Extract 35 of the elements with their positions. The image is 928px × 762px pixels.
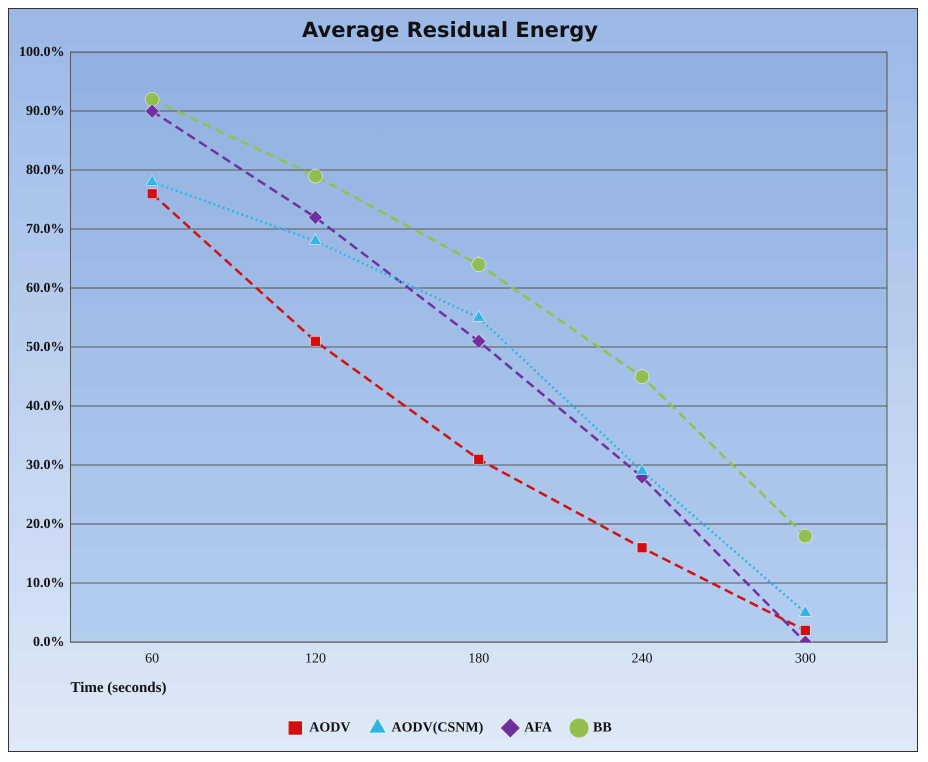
y-tick-label: 70.0% xyxy=(26,222,64,237)
point xyxy=(474,454,484,464)
y-tick-label: 60.0% xyxy=(26,280,64,296)
y-tick-label: 90.0% xyxy=(26,104,64,119)
point xyxy=(798,528,813,544)
x-tick-label: 240 xyxy=(632,651,653,666)
point xyxy=(800,625,811,636)
point xyxy=(472,334,486,349)
y-tick-label: 80.0% xyxy=(26,162,64,178)
x-tick-label: 60 xyxy=(145,651,160,666)
point xyxy=(144,92,160,107)
y-tick-label: 20.0% xyxy=(26,516,64,532)
point xyxy=(634,369,650,384)
point xyxy=(636,542,648,553)
chart-title: Average Residual Energy xyxy=(302,18,598,42)
point xyxy=(308,168,323,184)
x-axis-title: Time (seconds) xyxy=(70,680,166,696)
y-tick-label: 30.0% xyxy=(26,458,64,473)
point xyxy=(472,257,486,272)
legend-label: AFA xyxy=(524,720,553,736)
point xyxy=(144,104,160,118)
point xyxy=(146,188,158,199)
legend-label: BB xyxy=(593,720,612,736)
x-tick-label: 300 xyxy=(794,651,816,666)
y-tick-label: 100.0% xyxy=(19,44,64,60)
y-tick-label: 0.0% xyxy=(33,634,64,650)
legend-label: AODV xyxy=(309,720,351,736)
y-tick-label: 40.0% xyxy=(26,398,64,414)
x-tick-label: 120 xyxy=(304,651,326,666)
legend-label: AODV(CSNM) xyxy=(392,720,484,736)
y-tick-label: 10.0% xyxy=(26,576,64,591)
point xyxy=(308,210,323,225)
y-tick-label: 50.0% xyxy=(26,340,64,355)
x-tick-label: 180 xyxy=(468,651,490,666)
point xyxy=(310,336,321,346)
